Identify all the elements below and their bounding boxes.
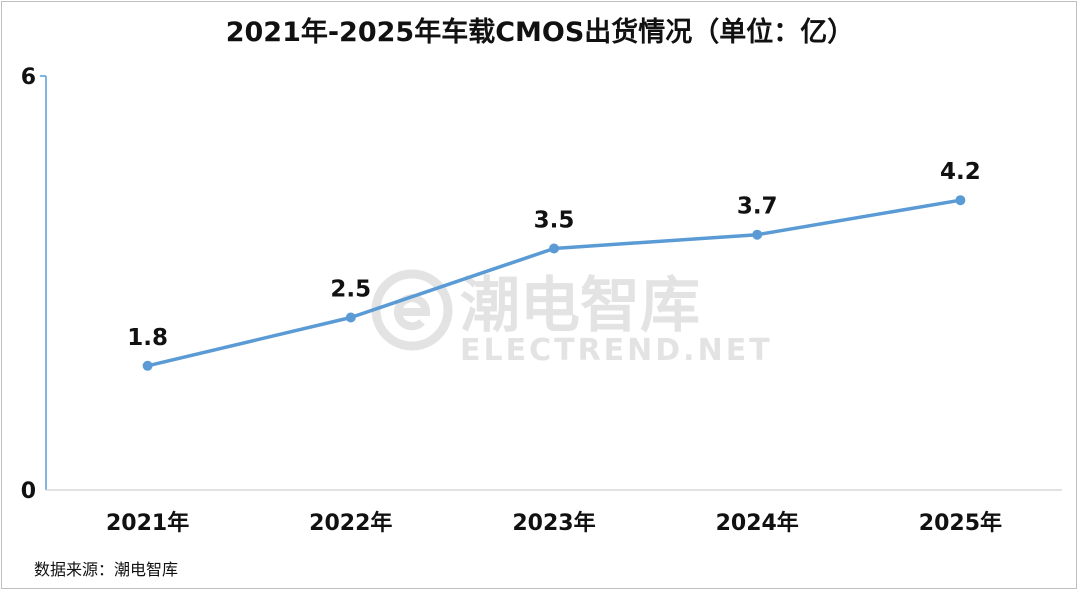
data-point [345,312,356,323]
x-tick-label: 2023年 [512,510,595,536]
watermark-logo-mark [394,294,431,331]
watermark-en-text: ELECTREND.NET [460,333,773,368]
watermark-cn-text: 潮电智库 [460,271,700,341]
y-tick-label: 6 [21,65,36,90]
y-tick-label: 0 [21,479,36,504]
labels: 1.8 2.5 3.5 3.7 4.2 [127,159,981,351]
data-point [549,243,559,254]
series-line [142,195,966,371]
x-tick-label: 2024年 [716,510,799,536]
x-tick-label: 2025年 [919,510,1002,536]
data-label: 2.5 [330,277,371,303]
x-tick-label: 2021年 [106,510,189,536]
x-tick-label: 2022年 [309,510,392,536]
data-point [955,195,966,206]
chart-title: 2021年-2025年车载CMOS出货情况（单位：亿） [225,17,855,48]
data-point [142,360,153,371]
data-label: 3.7 [737,194,778,220]
data-source-note: 数据来源：潮电智库 [34,560,179,579]
data-label: 4.2 [940,159,981,185]
data-point [752,229,763,240]
data-label: 1.8 [127,325,168,351]
axes: 0 6 2021年 2022年 2023年 2024年 2025年 [21,65,1062,536]
data-label: 3.5 [534,208,575,234]
